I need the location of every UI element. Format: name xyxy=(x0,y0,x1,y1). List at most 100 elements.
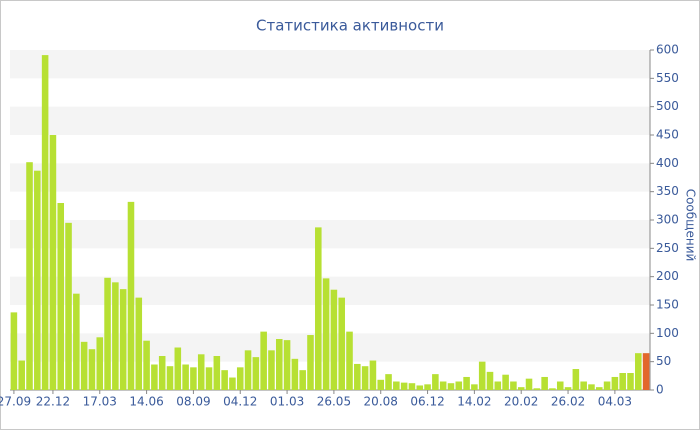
bar xyxy=(299,370,306,390)
bar xyxy=(533,388,541,390)
x-tick-label: 20.08 xyxy=(364,395,398,409)
bar xyxy=(143,340,150,390)
bar xyxy=(112,282,119,390)
x-tick-label: 06.12 xyxy=(410,395,444,409)
bar xyxy=(416,385,424,390)
bar xyxy=(580,381,587,390)
bar xyxy=(393,381,400,390)
bar xyxy=(174,347,182,390)
y-tick-label: 250 xyxy=(656,241,679,255)
bar xyxy=(338,297,345,390)
x-tick-label: 26.02 xyxy=(551,395,585,409)
bar xyxy=(151,364,158,390)
bar xyxy=(424,384,431,390)
bar xyxy=(564,387,572,390)
bar xyxy=(41,55,49,390)
bar xyxy=(603,381,611,390)
bar xyxy=(275,339,283,390)
bar xyxy=(213,356,221,390)
bar xyxy=(354,363,361,390)
bar xyxy=(73,293,80,390)
bar xyxy=(385,374,392,390)
bar xyxy=(627,373,634,390)
bar xyxy=(96,337,104,390)
bar xyxy=(471,384,478,390)
bar xyxy=(88,349,96,390)
bar xyxy=(619,373,626,390)
x-tick-label: 27.09 xyxy=(0,395,31,409)
bar xyxy=(510,381,517,390)
bar xyxy=(10,312,18,390)
bar xyxy=(556,381,564,390)
bar xyxy=(135,297,143,390)
y-tick-label: 600 xyxy=(656,43,679,57)
bar xyxy=(502,374,509,390)
bar xyxy=(190,367,197,390)
bar xyxy=(572,369,580,390)
bar xyxy=(236,367,244,390)
y-tick-label: 200 xyxy=(656,269,679,283)
bar xyxy=(478,361,486,390)
bar xyxy=(34,170,41,390)
bar xyxy=(346,331,353,390)
y-tick-label: 500 xyxy=(656,99,679,113)
y-tick-label: 300 xyxy=(656,213,679,227)
x-tick-label: 22.12 xyxy=(36,395,70,409)
bar xyxy=(330,289,338,390)
bar xyxy=(127,201,135,390)
bar xyxy=(588,384,595,390)
bar xyxy=(439,381,447,390)
bar xyxy=(166,366,174,390)
bar xyxy=(49,135,57,390)
grid-band xyxy=(10,220,650,249)
x-tick-label: 04.03 xyxy=(598,395,632,409)
bar xyxy=(455,381,463,390)
bar xyxy=(432,374,439,390)
bar xyxy=(494,381,502,390)
x-tick-label: 20.02 xyxy=(504,395,538,409)
bar xyxy=(517,387,525,390)
chart-title: Статистика активности xyxy=(256,17,444,35)
bar xyxy=(361,366,369,390)
grid-band xyxy=(10,106,650,135)
bar xyxy=(268,350,275,390)
x-tick-label: 14.06 xyxy=(129,395,163,409)
grid-band xyxy=(10,50,650,79)
y-tick-label: 350 xyxy=(656,184,679,198)
bar xyxy=(260,331,267,390)
y-tick-label: 450 xyxy=(656,128,679,142)
bar xyxy=(158,356,166,390)
bar xyxy=(182,364,189,390)
bar xyxy=(400,382,408,390)
bar xyxy=(252,357,260,390)
grid-band xyxy=(10,163,650,192)
x-tick-label: 01.03 xyxy=(270,395,304,409)
bar xyxy=(65,222,72,390)
bar xyxy=(18,360,25,390)
bar xyxy=(611,376,619,390)
x-tick-label: 17.03 xyxy=(83,395,117,409)
bar xyxy=(486,371,494,390)
x-tick-label: 14.02 xyxy=(457,395,491,409)
bar xyxy=(307,335,314,390)
bar xyxy=(447,383,455,390)
bar xyxy=(229,377,236,390)
y-axis-label: Сообщений xyxy=(684,189,698,262)
y-tick-label: 0 xyxy=(656,383,664,397)
bar xyxy=(549,388,556,390)
bar xyxy=(541,376,548,390)
bar xyxy=(595,387,603,390)
x-tick-label: 04.12 xyxy=(223,395,257,409)
bar xyxy=(197,354,205,390)
bar xyxy=(408,383,416,390)
y-tick-label: 100 xyxy=(656,326,679,340)
bar xyxy=(104,277,111,390)
bar xyxy=(205,367,213,390)
y-tick-label: 150 xyxy=(656,298,679,312)
bar xyxy=(322,278,330,390)
bar xyxy=(26,162,33,390)
y-tick-label: 400 xyxy=(656,156,679,170)
bar xyxy=(642,353,650,390)
x-tick-label: 26.05 xyxy=(317,395,351,409)
